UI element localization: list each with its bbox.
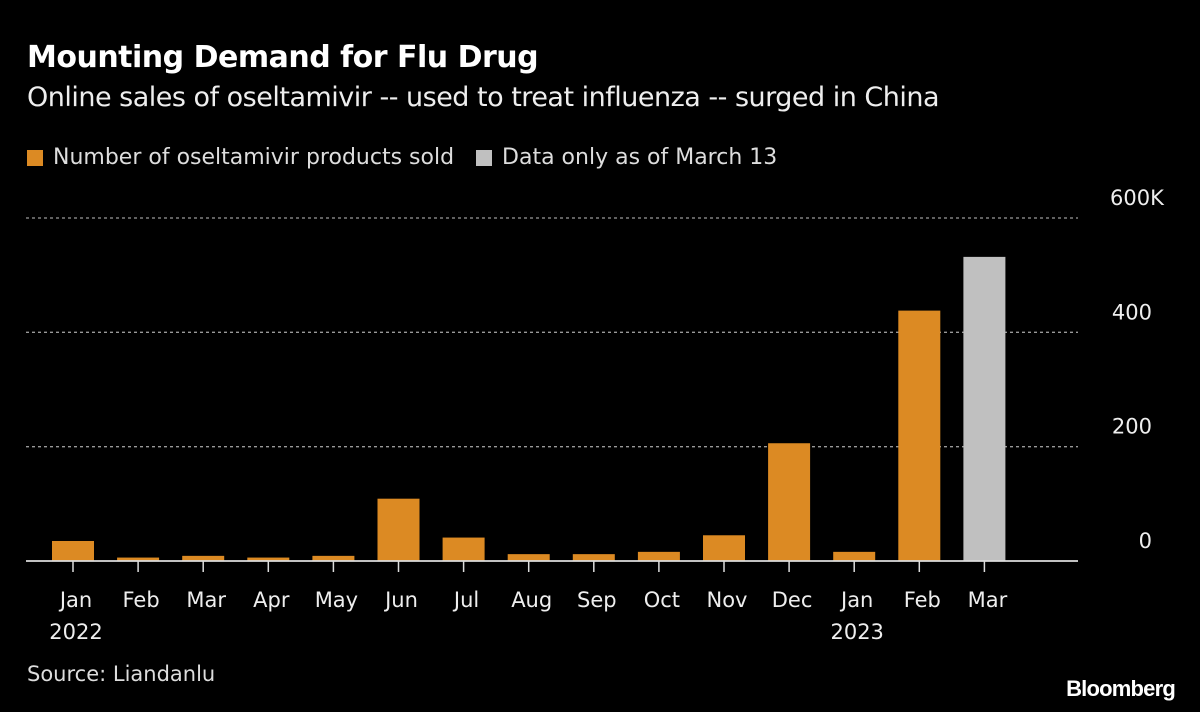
x-tick-label: Feb xyxy=(123,588,160,612)
x-tick-label: May xyxy=(315,588,358,612)
bar-sold xyxy=(442,537,485,561)
legend-swatch-orange xyxy=(27,149,43,166)
bar-sold xyxy=(247,557,290,561)
x-tick-label: Mar xyxy=(968,588,1008,612)
x-tick-label: Dec xyxy=(772,588,813,612)
legend-label: Number of oseltamivir products sold xyxy=(53,145,455,170)
bar-sold xyxy=(312,555,355,561)
x-tick-label: Jul xyxy=(452,588,479,612)
legend: Number of oseltamivir products sold Data… xyxy=(27,145,799,170)
y-tick-label: 0 xyxy=(1139,529,1152,553)
x-tick-label: Aug xyxy=(511,588,552,612)
legend-swatch-gray xyxy=(476,149,493,166)
bar-sold xyxy=(572,554,615,561)
bar-sold xyxy=(898,310,941,561)
x-tick-label: Jan xyxy=(839,588,873,612)
x-tick-label: 2023 xyxy=(830,620,883,644)
chart-title: Mounting Demand for Flu Drug xyxy=(27,40,539,75)
y-tick-label: 200 xyxy=(1112,415,1152,439)
x-tick-label: Jun xyxy=(383,588,418,612)
x-tick-label: Sep xyxy=(577,588,617,612)
x-tick-label: Jan xyxy=(58,588,92,612)
source-note: Source: Liandanlu xyxy=(27,662,216,686)
y-tick-label: 400 xyxy=(1112,300,1152,324)
x-tick-label: Mar xyxy=(186,588,226,612)
bar-sold xyxy=(768,443,811,561)
chart-subtitle: Online sales of oseltamivir -- used to t… xyxy=(27,82,940,113)
legend-label: Data only as of March 13 xyxy=(502,145,778,170)
bar-sold xyxy=(637,551,680,561)
bloomberg-logo: Bloomberg xyxy=(1066,676,1176,701)
y-tick-label: 600K xyxy=(1110,186,1165,210)
bar-sold xyxy=(377,498,420,561)
bar-sold xyxy=(833,551,876,561)
bar-sold xyxy=(117,557,160,561)
x-tick-label: 2022 xyxy=(49,620,102,644)
bar-sold xyxy=(507,554,550,561)
x-tick-label: Apr xyxy=(253,588,290,612)
bar-sold xyxy=(182,555,225,561)
legend-item-sold: Number of oseltamivir products sold xyxy=(27,145,454,170)
bar-sold xyxy=(703,535,745,561)
bar-partial xyxy=(963,256,1006,561)
x-tick-label: Oct xyxy=(644,588,680,612)
bar-sold xyxy=(52,540,94,561)
x-tick-label: Nov xyxy=(707,588,748,612)
legend-item-partial: Data only as of March 13 xyxy=(476,145,777,170)
x-tick-label: Feb xyxy=(904,588,941,612)
